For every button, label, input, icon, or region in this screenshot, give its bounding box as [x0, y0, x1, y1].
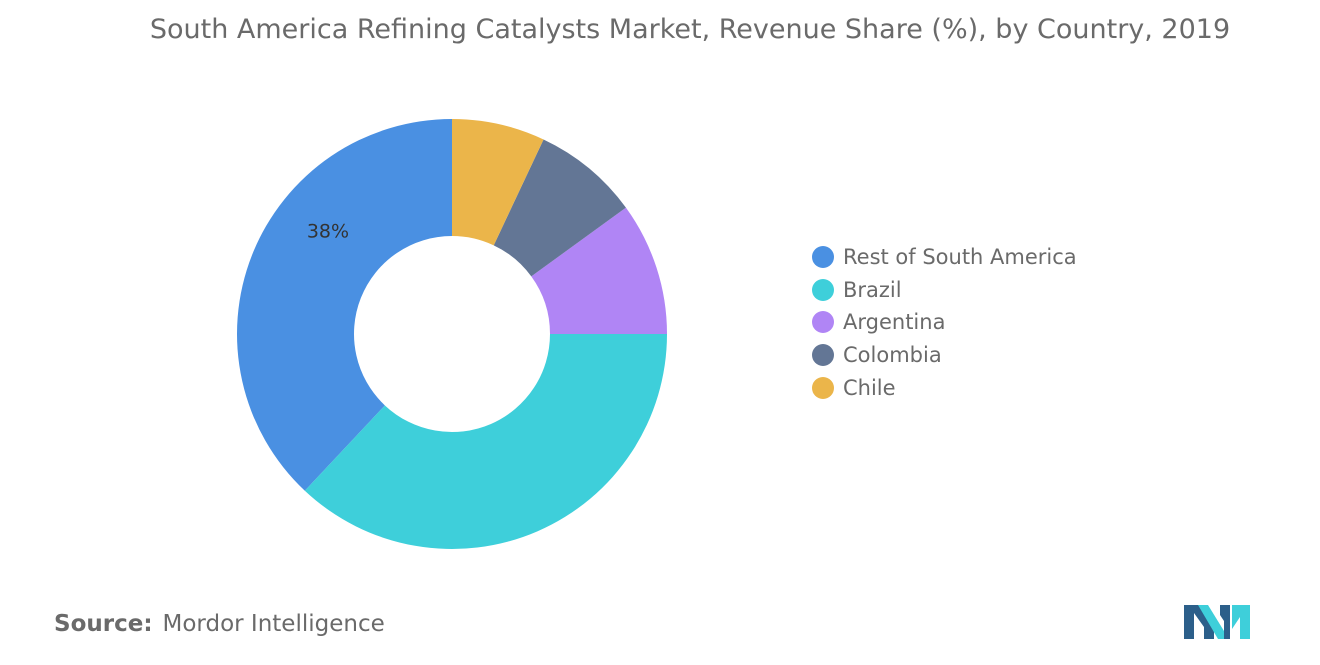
legend-item-colombia: Colombia: [812, 339, 1077, 372]
legend-item-chile: Chile: [812, 371, 1077, 404]
slice-colombia: [493, 139, 626, 277]
slice-argentina: [531, 207, 667, 334]
legend-label: Chile: [843, 375, 896, 400]
legend: Rest of South America Brazil Argentina Colo…: [812, 241, 1077, 404]
source-note: Source: Mordor Intelligence: [54, 611, 385, 637]
legend-label: Colombia: [843, 343, 942, 368]
slice-chile: [452, 119, 544, 246]
legend-label: Rest of South America: [843, 245, 1077, 270]
legend-item-brazil: Brazil: [812, 274, 1077, 307]
legend-item-argentina: Argentina: [812, 306, 1077, 339]
donut-slices: [236, 119, 667, 549]
legend-swatch: [812, 278, 834, 301]
slice-brazil: [304, 334, 667, 549]
legend-swatch: [812, 376, 834, 399]
legend-label: Brazil: [843, 277, 902, 302]
legend-swatch: [812, 246, 834, 269]
data-labels: 38%: [307, 221, 349, 243]
mordor-intelligence-logo-icon: [1184, 605, 1250, 639]
legend-swatch: [812, 344, 834, 367]
data-label-rest-of-south-america: 38%: [307, 221, 349, 243]
slice-rest-of-south-america: [236, 119, 452, 491]
source-text: Mordor Intelligence: [162, 611, 385, 637]
source-label: Source:: [54, 611, 153, 637]
legend-item-rest-of-south-america: Rest of South America: [812, 241, 1077, 274]
legend-label: Argentina: [843, 310, 946, 335]
chart-title: South America Refining Catalysts Market,…: [149, 14, 1231, 45]
legend-swatch: [812, 311, 834, 334]
